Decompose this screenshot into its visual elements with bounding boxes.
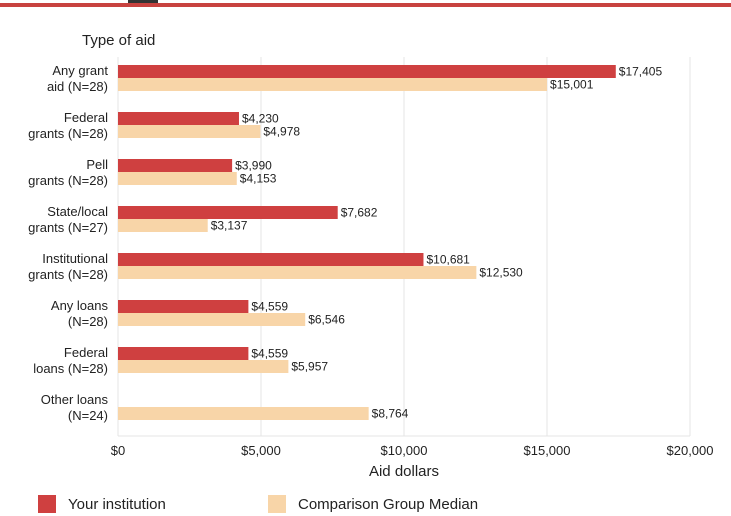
bar-your-institution — [118, 159, 233, 172]
x-tick-label: $15,000 — [524, 443, 571, 458]
bar-comparison-group — [118, 266, 477, 279]
data-label: $4,230 — [242, 112, 279, 126]
data-label: $17,405 — [619, 65, 663, 79]
data-label: $12,530 — [479, 266, 523, 280]
legend-item-comparison-group: Comparison Group Median — [268, 495, 478, 513]
legend-label-comparison-group: Comparison Group Median — [298, 495, 479, 513]
data-label: $3,137 — [211, 219, 248, 233]
category-label: Any loans (N=28) — [51, 298, 109, 329]
legend-label-your-institution: Your institution — [68, 495, 166, 513]
bar-your-institution — [118, 112, 239, 125]
bar-your-institution — [118, 206, 338, 219]
x-tick-label: $20,000 — [667, 443, 714, 458]
data-label: $4,978 — [263, 125, 300, 139]
data-label: $4,559 — [251, 300, 288, 314]
bar-your-institution — [118, 300, 249, 313]
category-label: Federal loans (N=28) — [33, 345, 108, 376]
legend-item-your-institution: Your institution — [38, 495, 166, 513]
legend-swatch-comparison-group — [268, 495, 286, 513]
category-label: Other loans (N=24) — [41, 392, 109, 423]
category-label: State/local grants (N=27) — [28, 204, 108, 235]
category-label: Institutional grants (N=28) — [28, 251, 108, 282]
data-label: $8,764 — [372, 407, 409, 421]
category-axis-title: Type of aid — [82, 32, 156, 49]
legend: Your institution Comparison Group Median — [0, 495, 731, 515]
data-label: $10,681 — [426, 253, 470, 267]
x-tick-label: $5,000 — [241, 443, 281, 458]
data-label: $7,682 — [341, 206, 378, 220]
bar-your-institution — [118, 65, 616, 78]
bar-comparison-group — [118, 125, 261, 138]
bar-comparison-group — [118, 172, 237, 185]
data-label: $5,957 — [291, 360, 328, 374]
bar-comparison-group — [118, 313, 306, 326]
category-label: Pell grants (N=28) — [28, 157, 108, 188]
bar-your-institution — [118, 253, 424, 266]
legend-swatch-your-institution — [38, 495, 56, 513]
data-label: $4,559 — [251, 347, 288, 361]
bar-comparison-group — [118, 219, 208, 232]
data-label: $15,001 — [550, 78, 594, 92]
bar-comparison-group — [118, 78, 548, 91]
x-tick-label: $10,000 — [381, 443, 428, 458]
category-label: Federal grants (N=28) — [28, 110, 108, 141]
bar-chart: $0 $5,000 $10,000 $15,000 $20,000 Aid dollars… — [28, 57, 714, 480]
top-rule — [0, 3, 731, 7]
data-label: $3,990 — [235, 159, 272, 173]
category-label: Any grant aid (N=28) — [47, 63, 108, 94]
x-tick-label: $0 — [111, 443, 125, 458]
x-axis-title: Aid dollars — [369, 463, 439, 480]
bar-your-institution — [118, 347, 249, 360]
data-label: $4,153 — [240, 172, 277, 186]
data-label: $6,546 — [308, 313, 345, 327]
bar-comparison-group — [118, 407, 369, 420]
bar-comparison-group — [118, 360, 289, 373]
top-stub — [128, 0, 158, 3]
